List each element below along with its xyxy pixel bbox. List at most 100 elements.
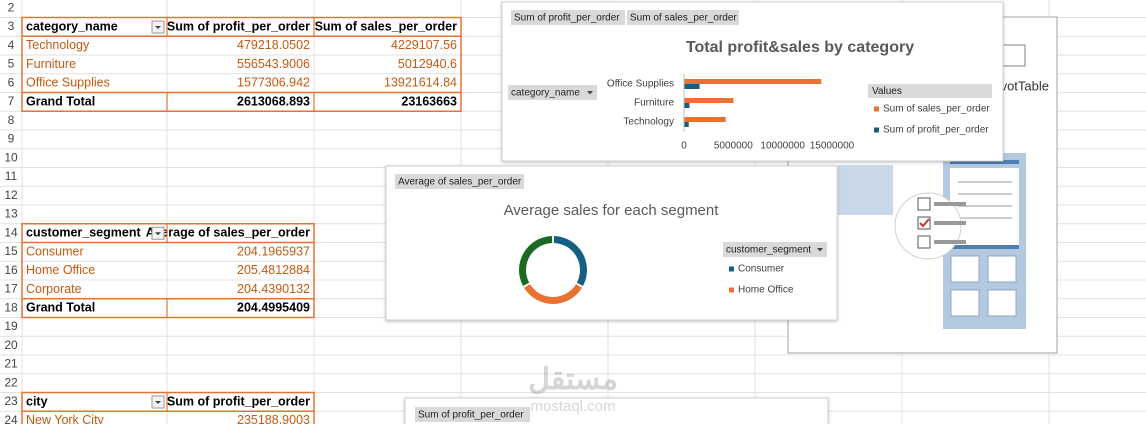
x-tick-label: 0	[681, 141, 687, 152]
legend-label: Sum of profit_per_order	[883, 125, 989, 136]
field-button[interactable]: customer_segment	[723, 242, 827, 257]
chart-title: Average sales for each segment	[504, 202, 720, 219]
value-cell: 204.4995409	[237, 301, 310, 315]
row-number: 13	[4, 207, 18, 221]
row-number: 2	[8, 0, 15, 14]
donut-chart: Average of sales_per_order Average sales …	[385, 165, 838, 321]
category-label: Technology	[623, 117, 674, 128]
bar-chart: Sum of profit_per_order Sum of sales_per_…	[501, 1, 1004, 162]
placeholder-sheet-inner	[950, 168, 1019, 248]
filter-dropdown[interactable]	[151, 20, 165, 34]
value-cell: Sum of sales_per_order	[315, 19, 458, 33]
row-number: 17	[4, 282, 18, 296]
row-number: 18	[4, 300, 18, 314]
row-number: 23	[4, 394, 18, 408]
watermark-latin: mostaql.com	[530, 398, 615, 415]
x-tick-label: 10000000	[760, 141, 805, 152]
row-number: 6	[8, 75, 15, 89]
pivot-table: category_name Sum of profit_per_order Sum …	[21, 16, 462, 112]
pivot-table: customer_segment Average of sales_per_ord…	[21, 223, 315, 319]
placeholder-bar	[950, 245, 1019, 249]
watermark-arabic: مستقل	[528, 363, 618, 396]
placeholder-cells	[950, 255, 1017, 317]
row-number: 5	[8, 57, 15, 71]
row-label: Corporate	[26, 282, 82, 296]
dropdown-arrow	[155, 26, 161, 29]
placeholder-bar	[950, 160, 1019, 164]
value-cell: 204.4390132	[237, 282, 310, 296]
row-label: Furniture	[26, 57, 76, 71]
filter-dropdown[interactable]	[151, 226, 165, 240]
row-number: 9	[8, 132, 15, 146]
field-button-bg	[723, 242, 827, 257]
row-number: 15	[4, 244, 18, 258]
row-number: 24	[4, 413, 18, 424]
row-number: 3	[8, 19, 15, 33]
row-number: 19	[4, 319, 18, 333]
row-number: 8	[8, 113, 15, 127]
chart-title: Total profit&sales by category	[686, 39, 914, 56]
field-button[interactable]: Sum of sales_per_order	[627, 10, 739, 25]
row-label: Technology	[26, 38, 90, 52]
legend-label: Sum of sales_per_order	[883, 104, 990, 115]
checklist-items	[917, 197, 966, 249]
bar	[684, 117, 726, 122]
row-number: 14	[4, 225, 18, 239]
value-cell: Average of sales_per_order	[146, 226, 310, 240]
field-button-label: customer_segment	[726, 245, 811, 256]
donut-slice	[553, 236, 587, 286]
row-label: Home Office	[26, 263, 95, 277]
value-cell: 5012940.6	[398, 57, 457, 71]
field-button[interactable]: Sum of profit_per_order	[511, 10, 625, 25]
pivot-border	[21, 16, 462, 112]
field-button-bg	[395, 174, 524, 189]
row-number: 20	[4, 338, 18, 352]
legend-swatch	[729, 266, 734, 272]
legend-swatch	[874, 106, 879, 112]
x-tick-label: 5000000	[714, 141, 753, 152]
bar	[684, 122, 689, 127]
field-button-bg	[511, 10, 625, 25]
row-label: Consumer	[26, 244, 84, 258]
dropdown-arrow	[587, 91, 593, 95]
row-number: 22	[4, 375, 18, 389]
row-number: 21	[4, 357, 18, 371]
value-cell: 1577306.942	[237, 76, 310, 90]
row-number: 11	[5, 169, 18, 183]
field-button[interactable]: category_name	[508, 85, 597, 100]
field-button[interactable]: Sum of profit_per_order	[415, 407, 530, 422]
value-cell: 23163663	[401, 94, 457, 108]
placeholder-dots	[838, 165, 893, 215]
donut-slice	[519, 236, 553, 287]
filter-dropdown[interactable]	[151, 395, 165, 409]
placeholder-text: PivotTable	[989, 78, 1049, 93]
dropdown-arrow	[155, 232, 161, 236]
bar	[684, 98, 734, 103]
placeholder-icon	[1001, 44, 1026, 67]
legend-swatch	[874, 127, 879, 133]
row-label: city	[26, 394, 48, 408]
bar	[684, 79, 822, 84]
row-label: Grand Total	[26, 94, 95, 108]
legend-title-bg	[868, 84, 992, 98]
legend-title: Values	[872, 86, 902, 97]
value-cell: 2613068.893	[237, 94, 310, 108]
row-label: customer_segment	[26, 226, 141, 240]
category-label: Furniture	[634, 98, 674, 109]
field-button-bg	[508, 85, 597, 100]
pivot-border	[21, 223, 315, 319]
legend-label: Home Office	[738, 285, 794, 296]
watermark: مستقل mostaql.com	[528, 363, 618, 415]
field-button-label: Sum of sales_per_order	[630, 13, 737, 24]
legend-label: Consumer	[738, 264, 785, 275]
field-button[interactable]: Average of sales_per_order	[395, 174, 524, 189]
dropdown-arrow	[817, 248, 823, 252]
row-number: 10	[4, 150, 18, 164]
row-number: 12	[4, 188, 18, 202]
row-number: 7	[8, 94, 15, 108]
legend-swatch	[729, 287, 734, 293]
partial-chart: Sum of profit_per_order	[404, 397, 829, 424]
bar	[684, 84, 700, 89]
